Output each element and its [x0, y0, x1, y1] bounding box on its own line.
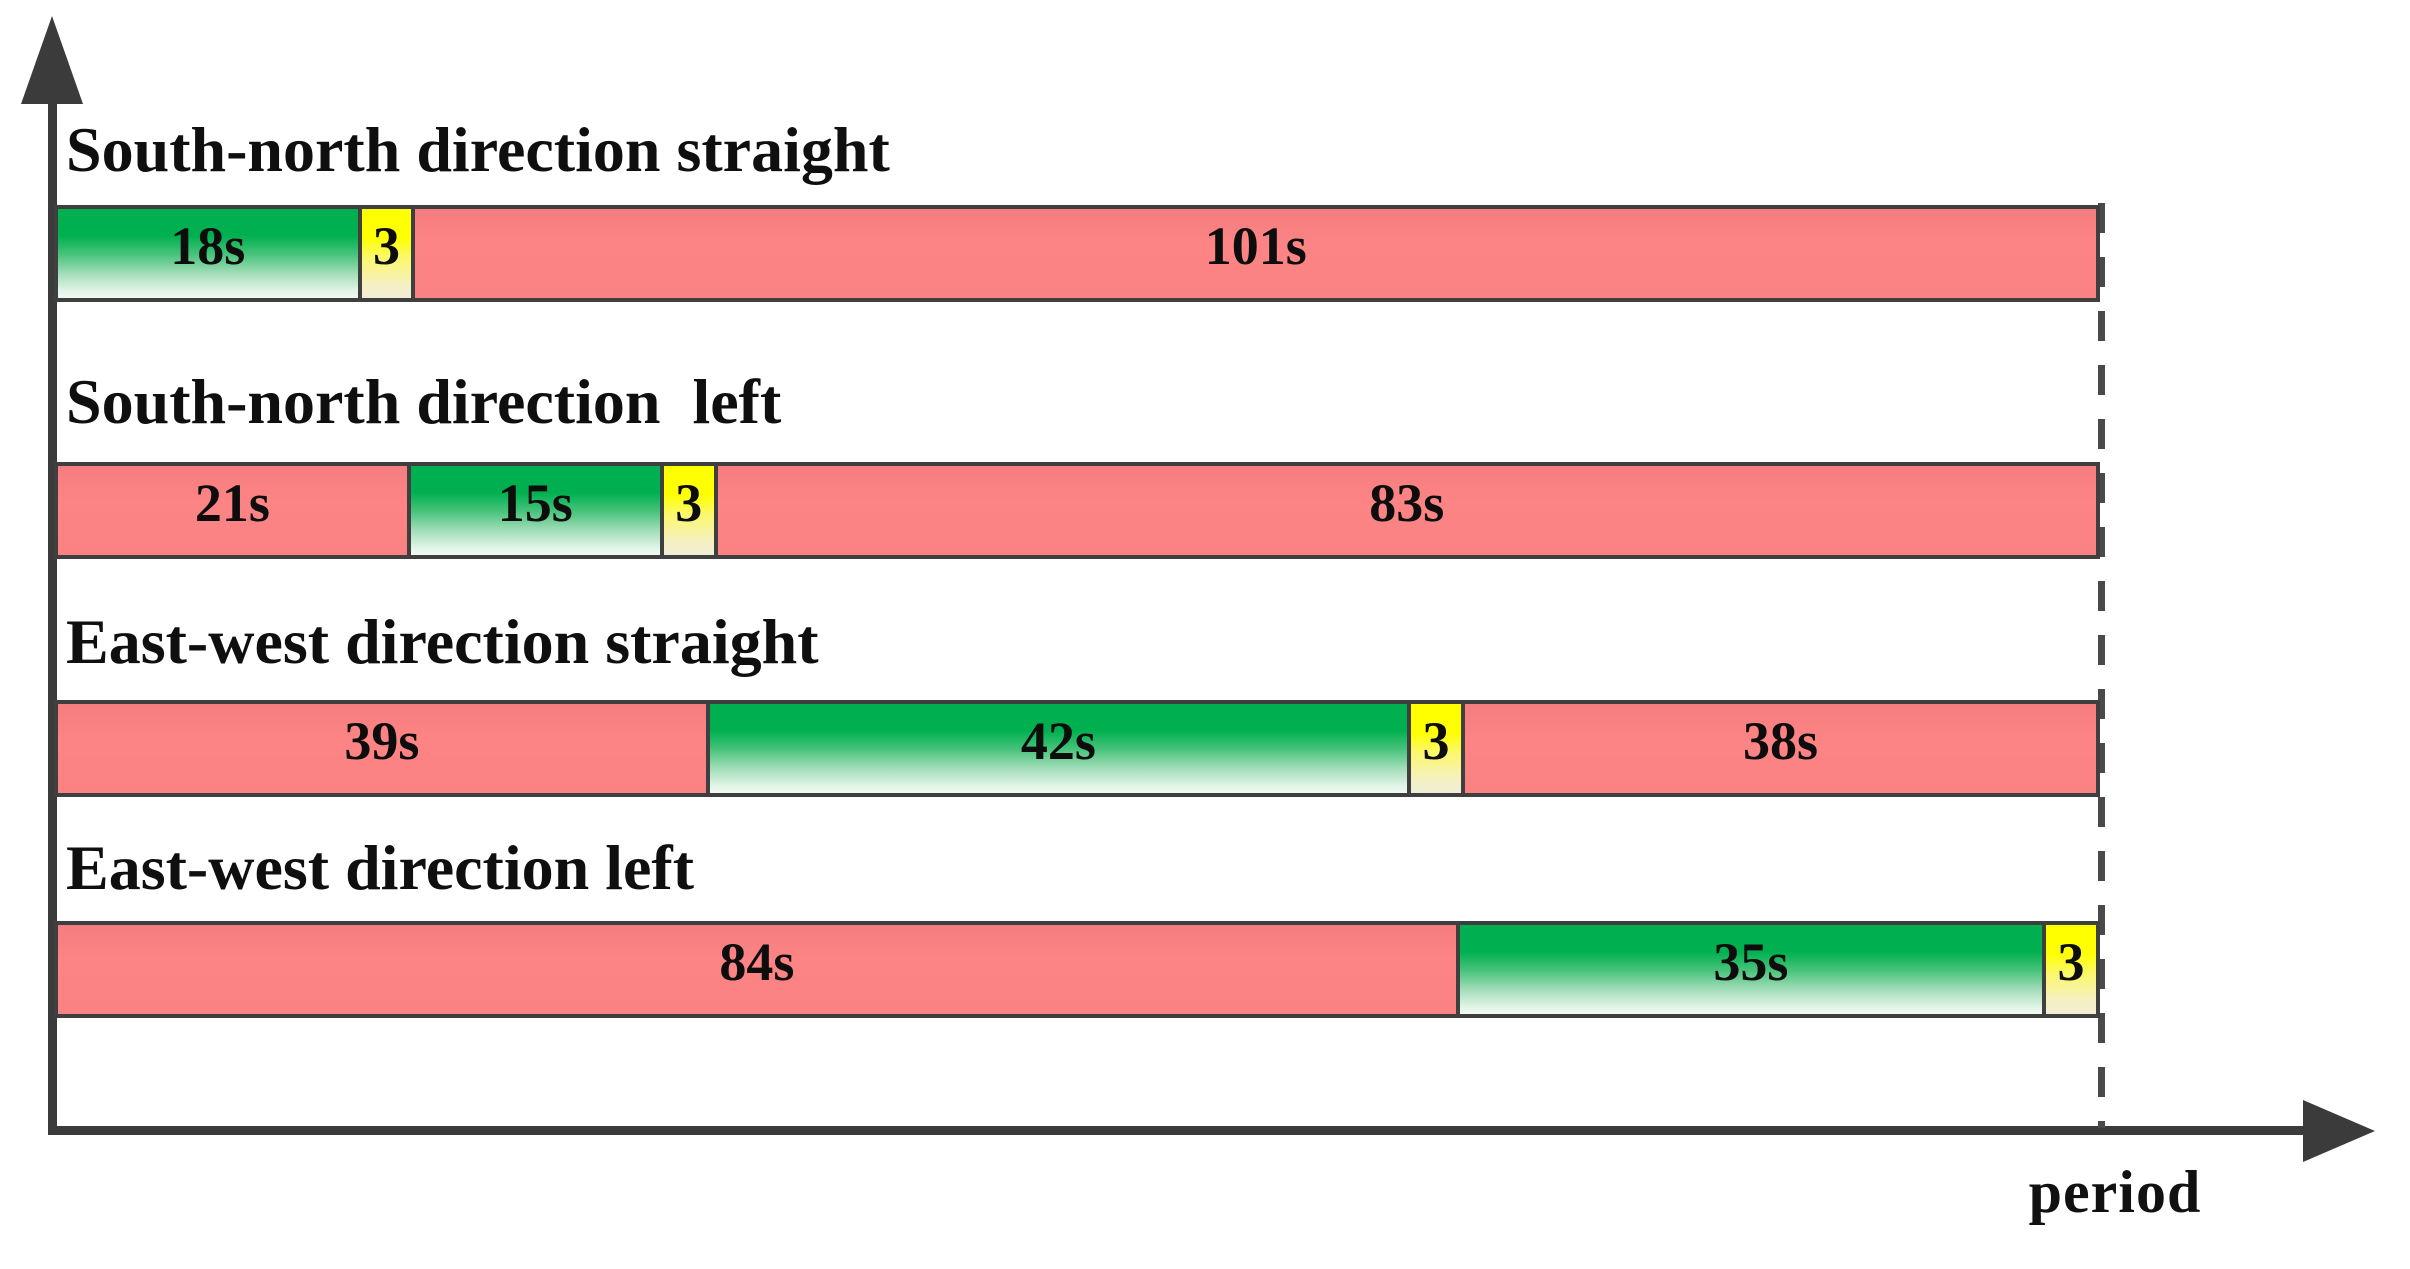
green-phase-segment: 42s [705, 700, 1412, 797]
segment-duration-label: 42s [1020, 710, 1096, 771]
signal-phase-bar: 84s 35s 3 [54, 921, 2100, 1018]
signal-phase-bar: 18s 3 101s [54, 205, 2101, 302]
x-axis-arrowhead-icon [2303, 1100, 2375, 1162]
green-phase-segment: 35s [1455, 921, 2047, 1018]
red-phase-segment: 38s [1460, 700, 2100, 797]
red-phase-segment: 39s [54, 700, 710, 797]
cycle-end-dashed-line [2098, 203, 2105, 1128]
red-phase-segment: 101s [411, 205, 2101, 302]
yellow-phase-segment: 3 [2042, 921, 2100, 1018]
row-label: South-north direction straight [66, 114, 890, 185]
x-axis-label: period [2028, 1159, 2202, 1225]
row-label: South-north direction left [66, 366, 782, 437]
green-phase-segment: 18s [54, 205, 362, 302]
signal-phase-bar: 39s 42s 3 38s [54, 700, 2100, 797]
red-phase-segment: 84s [54, 921, 1460, 1018]
green-phase-segment: 15s [406, 462, 664, 559]
segment-duration-label: 83s [1369, 472, 1445, 533]
segment-duration-label: 38s [1742, 710, 1818, 771]
segment-duration-label: 3 [1422, 710, 1450, 771]
segment-duration-label: 3 [675, 472, 703, 533]
segment-duration-label: 3 [2057, 931, 2085, 992]
segment-duration-label: 3 [372, 215, 400, 276]
red-phase-segment: 83s [713, 462, 2100, 559]
yellow-phase-segment: 3 [357, 205, 416, 302]
row-label: East-west direction left [66, 832, 694, 903]
segment-duration-label: 84s [719, 931, 795, 992]
segment-duration-label: 18s [170, 215, 246, 276]
segment-duration-label: 101s [1204, 215, 1307, 276]
x-axis-line [48, 1126, 2310, 1135]
segment-duration-label: 21s [194, 472, 270, 533]
signal-phase-bar: 21s 15s 3 83s [54, 462, 2100, 559]
yellow-phase-segment: 3 [1407, 700, 1465, 797]
yellow-phase-segment: 3 [659, 462, 718, 559]
red-phase-segment: 21s [54, 462, 411, 559]
segment-duration-label: 35s [1713, 931, 1789, 992]
segment-duration-label: 15s [497, 472, 573, 533]
row-label: East-west direction straight [66, 606, 819, 677]
y-axis-line [48, 30, 57, 1134]
segment-duration-label: 39s [344, 710, 420, 771]
